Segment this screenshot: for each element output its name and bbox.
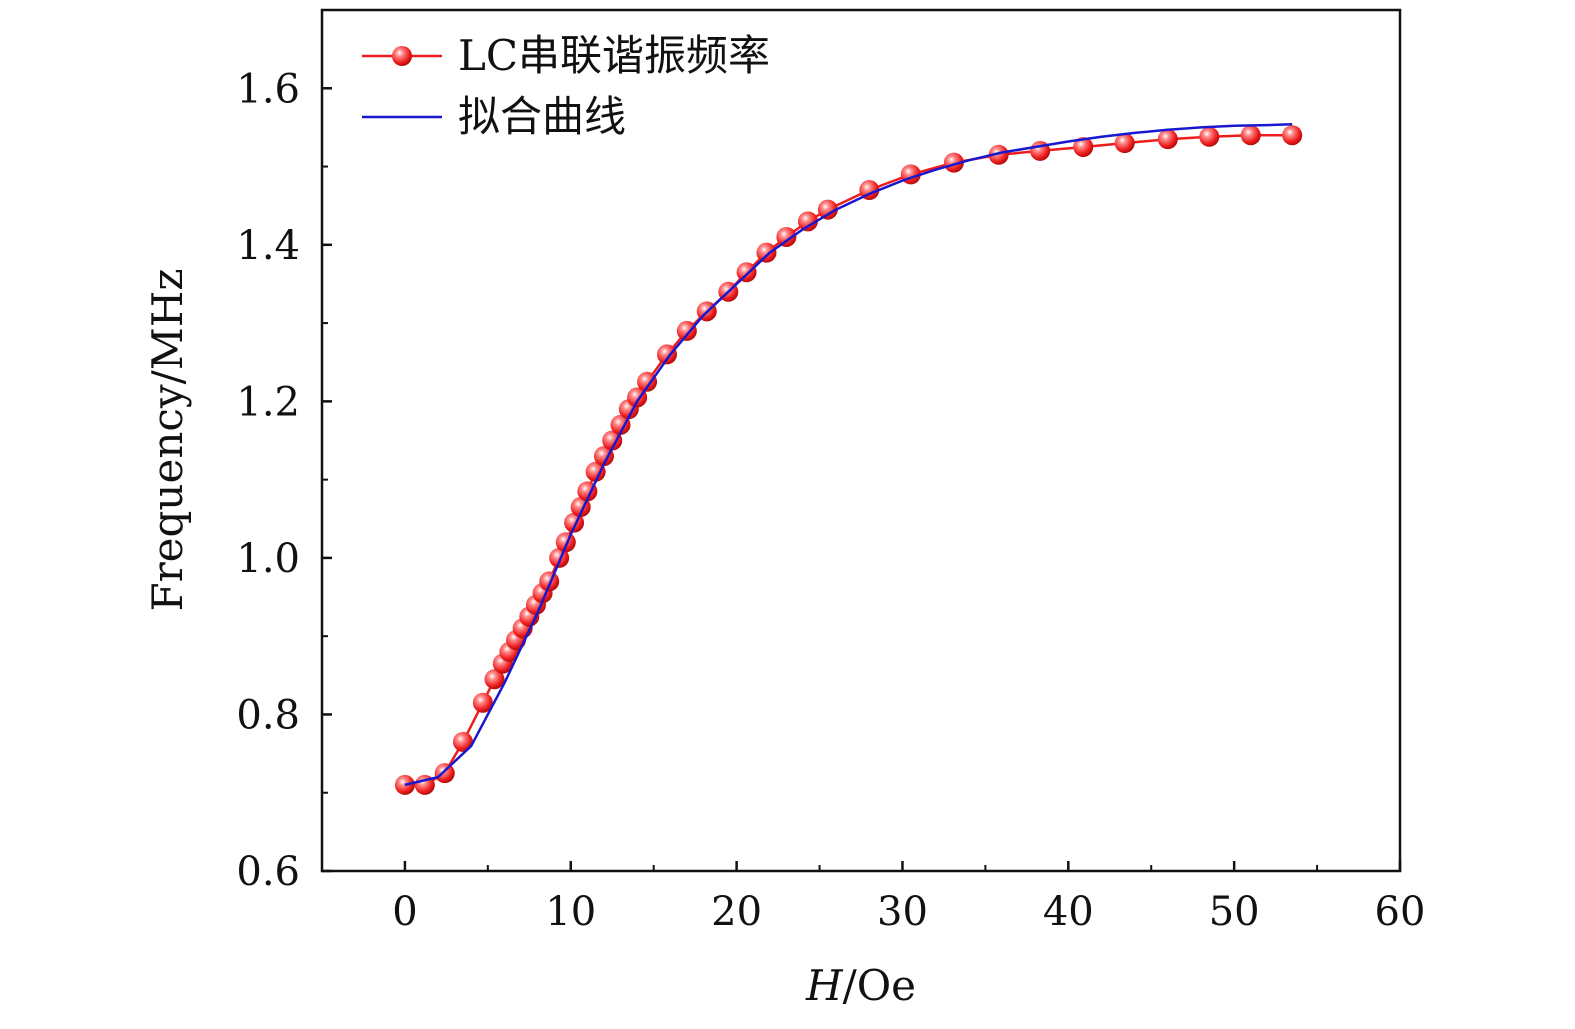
series-1-point bbox=[637, 371, 658, 392]
series-1-point bbox=[1157, 129, 1178, 150]
series-1 bbox=[394, 125, 1303, 795]
x-tick-label: 10 bbox=[545, 889, 596, 935]
series-1-point bbox=[602, 430, 623, 451]
series-1-point bbox=[817, 199, 838, 220]
x-axis-tick-labels: 0 10 20 30 40 50 60 bbox=[392, 889, 1425, 935]
y-tick-label: 1.2 bbox=[236, 379, 300, 425]
series-1-line bbox=[404, 133, 1293, 787]
series-1-point bbox=[736, 262, 757, 283]
series-1-point bbox=[585, 461, 606, 482]
series-1-point bbox=[656, 344, 677, 365]
series-1-point bbox=[1114, 133, 1135, 154]
series-1-point bbox=[1240, 125, 1261, 146]
x-tick-label: 0 bbox=[392, 889, 417, 935]
series-1-point bbox=[1199, 126, 1220, 147]
y-tick-label: 1.6 bbox=[236, 66, 300, 112]
x-axis-ticks bbox=[403, 861, 1402, 871]
series-1-point bbox=[472, 692, 493, 713]
series-1-point bbox=[756, 242, 777, 263]
series-1-point bbox=[593, 446, 614, 467]
y-tick-label: 0.8 bbox=[236, 692, 300, 738]
legend-label-series-2: 拟合曲线 bbox=[458, 92, 626, 141]
y-tick-label: 1.4 bbox=[236, 223, 300, 269]
series-1-point bbox=[943, 152, 964, 173]
y-axis-tick-labels: 0.6 0.8 1.0 1.2 1.4 1.6 bbox=[236, 66, 300, 895]
x-tick-label: 20 bbox=[711, 889, 762, 935]
series-1-point bbox=[1073, 136, 1094, 157]
series-1-point bbox=[797, 211, 818, 232]
series-1-point bbox=[434, 763, 455, 784]
x-tick-label: 30 bbox=[877, 889, 928, 935]
x-axis-title-unit: /Oe bbox=[843, 961, 916, 1010]
plot-frame bbox=[320, 8, 1402, 873]
y-axis-ticks bbox=[322, 87, 332, 873]
series-1-point bbox=[776, 226, 797, 247]
series-1-point bbox=[676, 320, 697, 341]
series-layer bbox=[394, 123, 1303, 795]
legend-label-series-1: LC串联谐振频率 bbox=[458, 31, 770, 80]
y-axis-title: Frequency/MHz bbox=[143, 268, 192, 611]
x-tick-label: 40 bbox=[1043, 889, 1094, 935]
y-tick-label: 0.6 bbox=[236, 849, 300, 895]
x-tick-label: 50 bbox=[1209, 889, 1260, 935]
series-2-line bbox=[404, 123, 1293, 787]
x-tick-label: 60 bbox=[1375, 889, 1426, 935]
series-2 bbox=[404, 123, 1293, 787]
legend: LC串联谐振频率 拟合曲线 bbox=[362, 31, 770, 141]
series-1-point bbox=[452, 731, 473, 752]
legend-marker-series-1 bbox=[392, 46, 412, 66]
series-1-point bbox=[1282, 125, 1303, 146]
series-1-point bbox=[988, 144, 1009, 165]
x-axis-title-variable: H bbox=[805, 961, 844, 1010]
series-1-point bbox=[610, 414, 631, 435]
y-tick-label: 1.0 bbox=[236, 536, 300, 582]
x-axis-title: H/Oe bbox=[805, 961, 916, 1010]
series-1-point bbox=[484, 669, 505, 690]
